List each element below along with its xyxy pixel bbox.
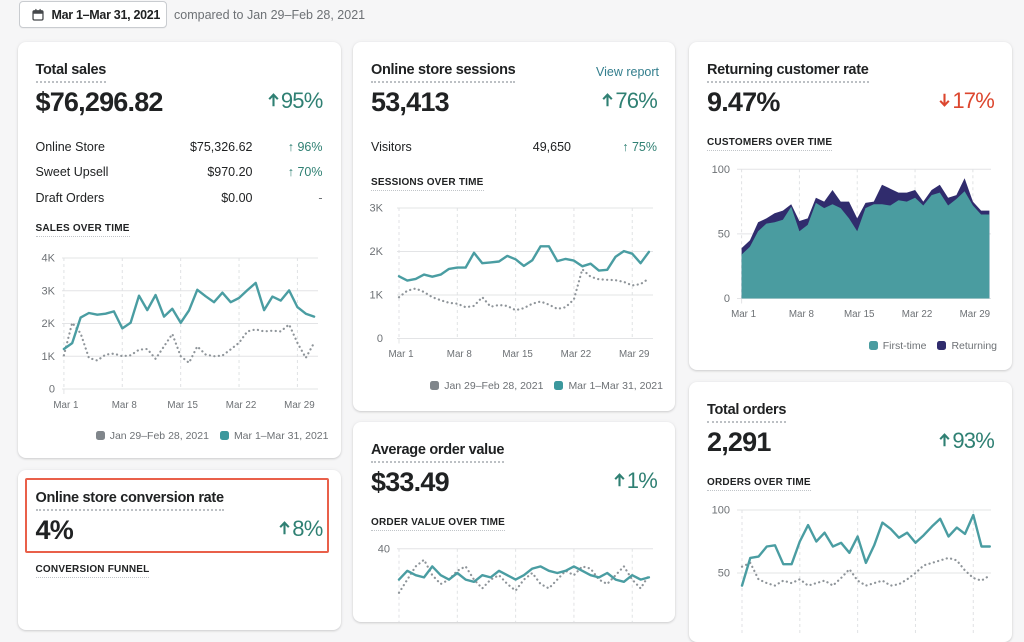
svg-text:40: 40 [378, 543, 390, 555]
svg-text:Mar 1: Mar 1 [53, 400, 78, 411]
svg-text:100: 100 [712, 163, 730, 175]
svg-text:1K: 1K [370, 289, 384, 301]
svg-text:2K: 2K [370, 246, 384, 258]
svg-text:Mar 8: Mar 8 [111, 400, 137, 411]
svg-text:1K: 1K [41, 350, 55, 362]
svg-text:Mar 29: Mar 29 [284, 400, 315, 411]
svg-text:50: 50 [718, 568, 730, 580]
svg-text:Mar 22: Mar 22 [902, 309, 933, 320]
svg-text:Mar 22: Mar 22 [561, 349, 592, 360]
svg-text:Mar 15: Mar 15 [502, 349, 533, 360]
svg-text:2K: 2K [41, 318, 55, 330]
svg-text:Mar 1: Mar 1 [731, 309, 756, 320]
svg-text:0: 0 [48, 383, 54, 395]
svg-text:Mar 15: Mar 15 [167, 400, 198, 411]
svg-text:50: 50 [718, 228, 730, 240]
svg-text:3K: 3K [41, 285, 55, 297]
svg-text:Mar 8: Mar 8 [447, 349, 473, 360]
svg-text:Mar 29: Mar 29 [960, 309, 991, 320]
svg-text:3K: 3K [370, 202, 384, 214]
svg-text:100: 100 [712, 505, 730, 517]
svg-text:Mar 8: Mar 8 [789, 309, 815, 320]
svg-text:Mar 15: Mar 15 [844, 309, 875, 320]
svg-text:0: 0 [724, 293, 730, 305]
svg-text:Mar 1: Mar 1 [388, 349, 413, 360]
svg-text:4K: 4K [41, 252, 55, 264]
svg-text:Mar 29: Mar 29 [619, 349, 650, 360]
svg-text:Mar 22: Mar 22 [225, 400, 256, 411]
svg-text:0: 0 [377, 333, 383, 345]
